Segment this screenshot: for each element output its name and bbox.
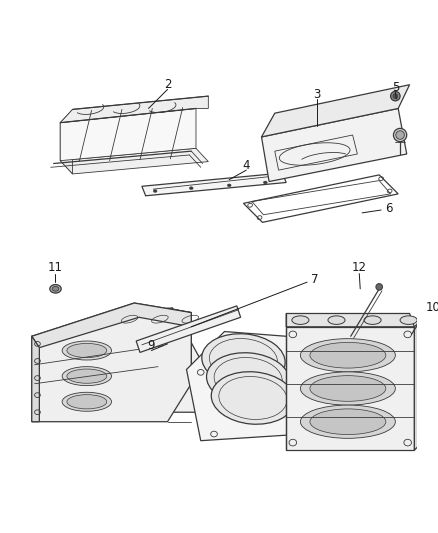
Ellipse shape [328,316,345,325]
Polygon shape [286,313,414,327]
Ellipse shape [393,128,407,142]
Text: 7: 7 [311,273,318,286]
Text: 10: 10 [426,301,438,314]
Polygon shape [414,317,424,450]
Polygon shape [32,308,201,412]
Polygon shape [32,303,191,348]
Text: 11: 11 [48,261,63,274]
Polygon shape [142,173,286,196]
Ellipse shape [67,343,107,358]
Polygon shape [32,336,39,422]
Text: 6: 6 [385,201,392,215]
Ellipse shape [153,190,157,192]
Ellipse shape [376,284,382,290]
Text: 9: 9 [148,340,155,352]
Ellipse shape [189,187,193,190]
Polygon shape [136,306,240,352]
Ellipse shape [310,376,386,401]
Ellipse shape [300,372,396,405]
Ellipse shape [263,181,267,184]
Ellipse shape [300,405,396,438]
Text: 5: 5 [392,81,399,94]
Text: 3: 3 [313,88,320,101]
Ellipse shape [62,392,112,411]
Polygon shape [60,108,196,160]
Ellipse shape [400,316,417,325]
Polygon shape [261,85,410,137]
Ellipse shape [300,338,396,372]
Ellipse shape [211,372,295,424]
Ellipse shape [207,353,290,405]
Polygon shape [32,303,191,422]
Ellipse shape [431,295,438,302]
Ellipse shape [62,367,112,386]
Ellipse shape [67,394,107,409]
Polygon shape [60,109,73,174]
Text: 2: 2 [164,78,171,91]
Ellipse shape [227,184,231,187]
Polygon shape [286,327,414,450]
Ellipse shape [310,409,386,434]
Ellipse shape [62,341,112,360]
Text: 4: 4 [243,159,250,172]
Ellipse shape [310,342,386,368]
Ellipse shape [391,91,400,101]
Ellipse shape [202,334,285,386]
Ellipse shape [393,94,398,99]
Ellipse shape [292,316,309,325]
Polygon shape [60,96,208,123]
Polygon shape [261,108,407,182]
Ellipse shape [396,131,404,139]
Polygon shape [187,332,348,441]
Ellipse shape [50,285,61,293]
Ellipse shape [67,369,107,383]
Ellipse shape [364,316,381,325]
Polygon shape [60,148,208,174]
Ellipse shape [52,286,59,291]
Text: 12: 12 [352,261,367,274]
